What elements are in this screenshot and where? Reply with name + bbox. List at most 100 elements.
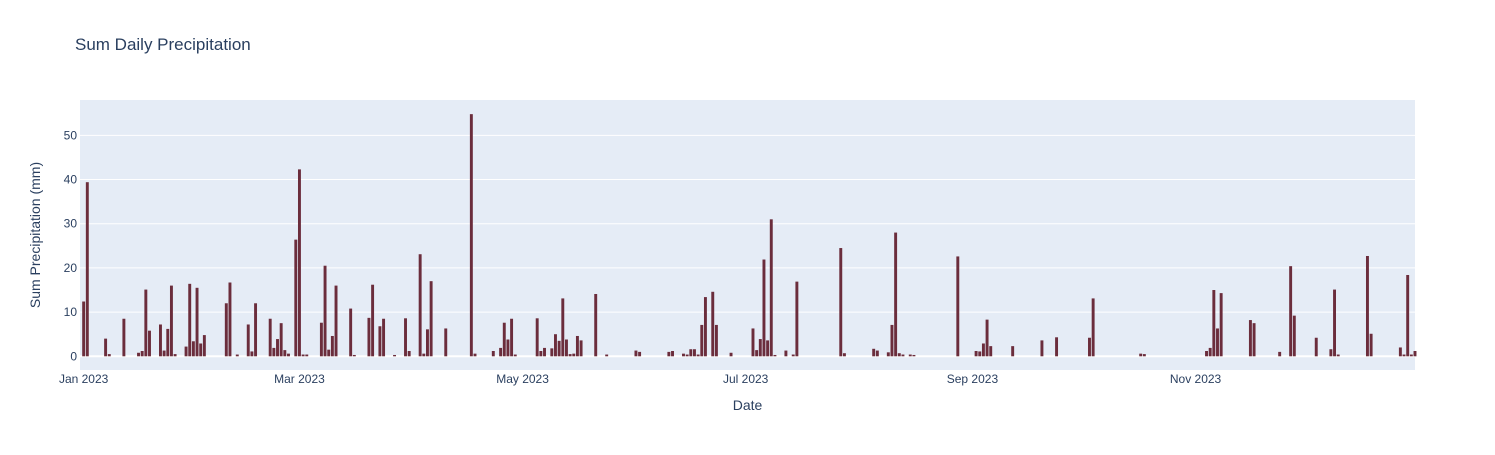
bar-2023-01-23	[162, 350, 166, 357]
bar-2023-06-19	[700, 324, 704, 357]
bar-2023-07-06	[762, 259, 766, 357]
bar-2023-01-01	[82, 301, 86, 357]
bar-2023-08-16	[912, 354, 916, 357]
bar-2023-09-02	[974, 350, 978, 357]
bar-2023-02-21	[268, 318, 272, 357]
x-tick-labels: Jan 2023 Mar 2023 May 2023 Jul 2023 Sep 2023…	[59, 372, 1222, 386]
bar-2023-02-28	[294, 239, 298, 357]
bar-2023-06-16	[689, 349, 693, 357]
bar-2023-11-24	[1278, 351, 1282, 357]
bar-2023-04-29	[513, 354, 517, 357]
bar-2023-03-30	[404, 318, 407, 357]
bar-2023-02-16	[250, 351, 254, 357]
y-tick-label-30: 30	[64, 217, 78, 231]
bar-2023-02-24	[279, 323, 283, 357]
bar-2023-01-25	[169, 285, 173, 357]
bar-2023-05-07	[543, 347, 546, 357]
bar-2023-04-05	[426, 329, 429, 357]
y-tick-label-50: 50	[64, 128, 78, 142]
bar-2023-04-28	[510, 318, 514, 357]
bar-2023-03-08	[323, 265, 327, 357]
bar-2023-01-02	[85, 182, 89, 357]
bar-2023-02-12	[235, 354, 239, 357]
bar-2023-05-11	[557, 340, 561, 357]
bar-2023-09-03	[978, 351, 982, 357]
bar-2023-03-02	[301, 354, 305, 357]
x-tick-label-4: Sep 2023	[947, 372, 999, 386]
bar-2023-12-30	[1409, 354, 1413, 357]
bar-2023-07-05	[758, 339, 762, 357]
bar-2023-10-18	[1142, 354, 1146, 357]
bar-2023-12-08	[1329, 349, 1333, 357]
bar-2023-04-26	[502, 322, 506, 357]
bar-2023-02-09	[224, 303, 228, 357]
bar-2023-10-17	[1139, 353, 1143, 357]
y-tick-label-20: 20	[64, 261, 78, 275]
bar-2023-05-14	[568, 354, 572, 357]
bar-2023-04-25	[499, 347, 503, 357]
bar-2023-07-07	[766, 340, 770, 357]
bar-2023-12-18	[1365, 255, 1369, 357]
bar-2023-05-12	[561, 298, 565, 357]
bar-2023-06-20	[703, 297, 707, 357]
bar-2023-03-11	[334, 285, 338, 357]
bar-2023-03-24	[382, 318, 386, 357]
bar-2023-06-15	[685, 354, 689, 357]
y-tick-label-10: 10	[64, 305, 78, 319]
bar-2023-04-10	[444, 328, 448, 357]
bar-2023-12-19	[1369, 333, 1373, 357]
bar-2023-06-22	[711, 291, 715, 357]
bar-2023-03-01	[297, 169, 301, 357]
bar-series	[82, 114, 1417, 357]
bar-2023-02-23	[276, 339, 279, 357]
bar-2023-06-18	[696, 354, 700, 357]
bar-2023-02-26	[287, 353, 290, 357]
bar-2023-01-18	[144, 289, 148, 357]
bar-2023-10-04	[1091, 298, 1095, 357]
bar-2023-06-10	[667, 351, 671, 357]
bar-2023-04-18	[473, 353, 477, 357]
bar-2023-08-09	[886, 352, 890, 357]
bar-2023-06-23	[714, 324, 718, 357]
bar-2023-08-11	[894, 232, 898, 357]
bar-2023-02-03	[202, 335, 206, 357]
bar-2023-05-15	[572, 353, 576, 357]
bar-2023-12-09	[1333, 289, 1336, 357]
bar-2023-09-24	[1055, 337, 1059, 357]
bar-2023-11-05	[1208, 347, 1212, 357]
bar-2023-06-11	[671, 350, 674, 357]
bar-2023-01-30	[188, 283, 192, 357]
bar-2023-05-05	[535, 318, 539, 357]
bar-2023-01-31	[191, 341, 195, 357]
bar-2023-07-04	[755, 350, 759, 357]
bar-2023-05-06	[539, 350, 543, 357]
bar-2023-03-27	[393, 354, 397, 357]
bar-2023-03-23	[378, 326, 382, 357]
bar-2023-09-12	[1011, 346, 1015, 357]
bar-2023-04-04	[422, 353, 426, 357]
bar-2023-11-07	[1216, 328, 1219, 357]
bar-2023-02-17	[254, 303, 258, 357]
bar-2023-01-07	[104, 338, 108, 357]
bar-2023-05-13	[564, 339, 568, 357]
bar-2023-04-06	[429, 281, 433, 357]
bar-2023-11-17	[1252, 323, 1256, 357]
x-tick-label-0: Jan 2023	[59, 372, 109, 386]
bar-2023-01-24	[166, 328, 170, 357]
bar-2023-06-14	[682, 353, 685, 357]
bar-2023-12-31	[1413, 350, 1417, 357]
bar-2023-07-27	[839, 248, 843, 357]
bar-2023-03-03	[305, 354, 309, 357]
bar-2023-01-08	[107, 354, 111, 357]
x-tick-label-2: May 2023	[496, 372, 549, 386]
bar-2023-02-10	[228, 282, 232, 357]
bar-2023-05-16	[575, 335, 579, 357]
bar-2023-01-29	[184, 346, 188, 357]
bar-2023-05-10	[554, 334, 557, 357]
chart-title: Sum Daily Precipitation	[75, 35, 251, 54]
bar-2023-07-12	[784, 350, 788, 357]
bar-2023-02-25	[283, 350, 287, 357]
y-axis-title: Sum Precipitation (mm)	[27, 162, 43, 308]
y-tick-label-0: 0	[70, 349, 77, 363]
